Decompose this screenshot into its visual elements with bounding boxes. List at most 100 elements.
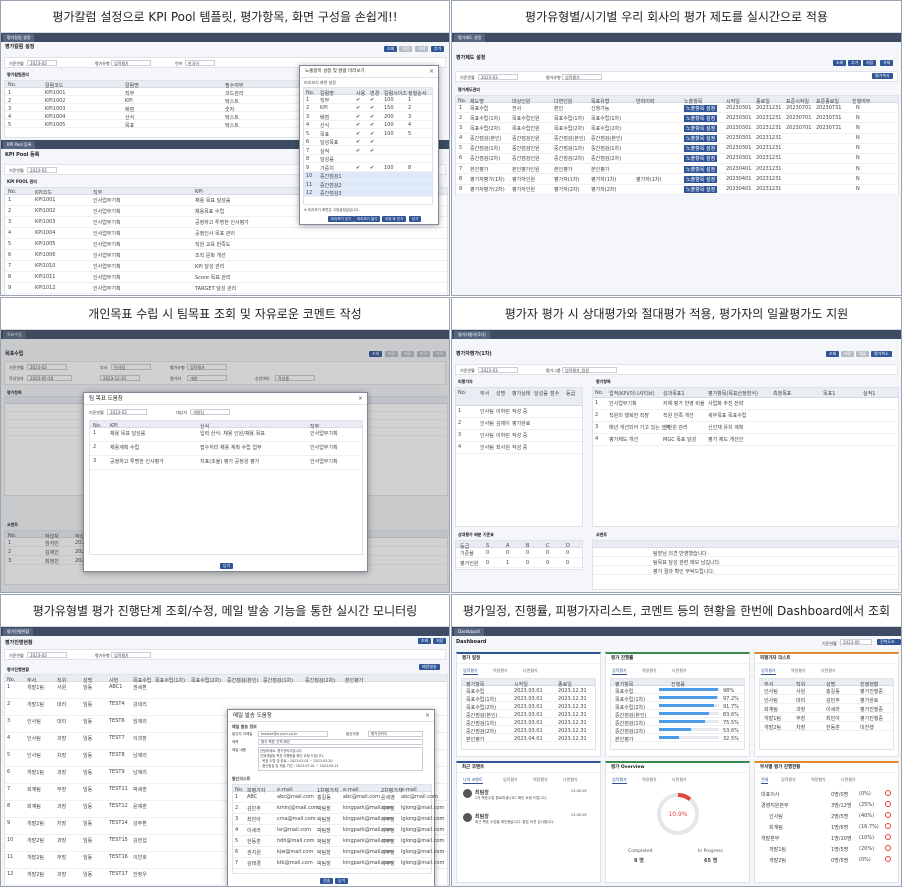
table-row[interactable]: 1 개발1팀 사원 임동 ABC1 권세환 [5, 682, 447, 699]
table-row[interactable]: 개발1팀 부장 최민아 평가진행중 [760, 713, 893, 722]
tab-kpi-pool[interactable]: KPI Pool 등록 [3, 141, 36, 149]
submit-button[interactable]: 제출 [856, 351, 870, 357]
table-row[interactable]: 7 본인평가 본인평가인원 본인평가 본인평가 노출항목 설정 20230401 202312… [456, 164, 898, 175]
table-row[interactable]: 2 KPI ✔ ✔ 150 2 [304, 104, 432, 112]
table-row[interactable]: 2 김민주 kminj@mail.com 박팀장 kingpark@mail.com 이부… [233, 803, 444, 814]
comment-item[interactable]: 최팀장 최근 목표 수립을 확인했습니다. 좋은 의견 감사합니다. 23.05.2… [463, 813, 595, 833]
card-tab[interactable]: 다면평가 [841, 777, 856, 782]
table-row[interactable]: 5 목표 ✔ ✔ 100 5 [304, 129, 432, 138]
table-row[interactable]: 5 한동훈 hdh@mail.com 박팀장 kingpark@mail.com 이부장 l… [233, 836, 444, 847]
card-tab[interactable]: 역량평가 [791, 668, 806, 673]
copy-button[interactable]: 평가복사 [872, 73, 893, 79]
table-row[interactable]: 8 평가자평가(1차) 평가자인원 평가자(1차) 평가자(1차) 평가자(1차) 노출항목… [456, 174, 898, 185]
table-row[interactable]: 9 평가자평가(2차) 평가자인원 평가자(2차) 평가자(2차) 노출항목 설정 2023… [456, 185, 898, 195]
period-field[interactable]: 2023-03 [478, 74, 518, 80]
table-row[interactable]: 7 김태경 ktk@mail.com 박팀장 kingpark@mail.com 이부장 l… [233, 858, 444, 869]
table-row[interactable]: 3 목표수립(2차) 목표수립인원 목표수립(2차) 목표수립(2차) 노출항목 설정 20… [456, 123, 898, 134]
delete-button[interactable]: 삭제 [880, 60, 894, 66]
progress-query-button[interactable]: 진척도조회 [877, 639, 901, 650]
save-button[interactable]: 저장 [433, 638, 447, 644]
modal-target-field[interactable]: 개발팀 [190, 409, 230, 415]
table-row[interactable]: 4 인사팀 과장 임동 TEST7 이과장 [5, 733, 447, 750]
sender-field[interactable]: master@e-pcm.co.kr [258, 731, 328, 737]
table-row[interactable]: 목표수립(2차) 2023.03.01 2023.12.31 [462, 702, 595, 711]
submit-button[interactable]: 제출 [401, 351, 415, 357]
table-row[interactable]: 10 중간점검1 [304, 171, 432, 180]
table-row[interactable]: 중간점검(1차) 2023.03.01 2023.12.31 [462, 718, 595, 727]
search-button[interactable]: 조회 [833, 60, 847, 66]
dept-field[interactable]: 인사팀 [111, 364, 151, 370]
table-row[interactable]: 중간점검(본인) 2023.03.01 2023.12.31 [462, 710, 595, 719]
period-field[interactable]: 2023-03 [27, 652, 67, 658]
card-tab[interactable]: 역량평가 [533, 777, 548, 782]
type-select[interactable]: 업적평가 [111, 60, 151, 66]
table-row[interactable]: 7 회계팀 부장 임동 TEST11 박세훈 [5, 784, 447, 801]
table-row[interactable]: 1 목표수립 전사 본인 신청가능 노출항목 설정 20230301 20231231 2023… [456, 103, 898, 114]
exposure-setting-button[interactable]: 노출항목 설정 [684, 145, 718, 153]
tab-system-setting[interactable]: 평가제도 설정 [454, 34, 486, 42]
preview-close-button[interactable]: 미리보기 닫기 [328, 216, 355, 222]
comment-item[interactable]: 최팀장 2차 목표수립 완료하셨나요? 확인 요청 드립니다. 23.05.26 [463, 789, 595, 809]
table-row[interactable]: 4 KPI1004 인사업무기획 공정인사 목표 관리 [5, 228, 447, 239]
card-tab[interactable]: 전체 [761, 777, 769, 784]
table-row[interactable]: 평가인원 0 1 0 0 0 [456, 558, 582, 568]
sender-name-field[interactable]: 평가관리자 [368, 731, 423, 737]
table-row[interactable]: 1 KPI1001 직무 코드관리 [5, 88, 301, 97]
table-row[interactable]: 1 ABC abc@mail.com 홍길동 abc@mail.com 윤세영 abc@ma… [233, 792, 438, 803]
table-row[interactable]: 본인평가 2023.04.01 2023.12.31 [462, 734, 595, 743]
exposure-setting-button[interactable]: 노출항목 설정 [684, 175, 718, 183]
tab-dashboard[interactable]: Dashboard [454, 628, 484, 636]
table-row[interactable]: 5 KPI1005 인사업무기획 직원 교육 만족도 [5, 239, 447, 250]
table-row[interactable]: 1 KPI1001 인사업무기획 채용 목표 달성률 [5, 195, 447, 206]
table-row[interactable]: 6 달성목표 ✔ ✔ [304, 138, 432, 146]
table-row[interactable]: 3 최민아 cma@mail.com 박팀장 kingpark@mail.com 이부장 l… [233, 814, 444, 825]
period-field[interactable]: 2023-03 [27, 364, 67, 370]
exposure-setting-button[interactable]: 노출항목 설정 [684, 155, 718, 163]
group-select[interactable]: 업적평가_팀원 [562, 367, 617, 373]
subject-field[interactable]: 평가 목표 진척 확인 [258, 739, 423, 745]
cancel-eval-button[interactable]: 평가취소 [871, 351, 892, 357]
save-close-button[interactable]: 저장 후 닫기 [382, 216, 407, 222]
table-row[interactable]: 2 인사팀 김재이 평가완료 [456, 418, 582, 430]
card-tab[interactable]: 역량평가 [642, 668, 657, 673]
tab-goal[interactable]: 목표수립 [3, 331, 26, 339]
table-row[interactable]: 9 가중치 ✔ ✔ 100 8 [304, 163, 432, 172]
table-row[interactable]: 인사팀 사원 홍길동 평가진행중 [760, 686, 893, 695]
table-row[interactable]: 11 중간점검2 [304, 180, 432, 189]
card-tab[interactable]: 역량평가 [642, 777, 657, 782]
save-button[interactable]: 저장 [399, 46, 413, 52]
card-tab[interactable]: 업적평가 [761, 668, 776, 675]
type-select[interactable]: 업적평가 [111, 652, 151, 658]
table-row[interactable]: 8 KPI1011 인사업무기획 Score 목표 관리 [5, 272, 447, 283]
table-row[interactable]: 5 KPI1005 목표 텍스트 [5, 120, 301, 129]
table-row[interactable]: 4 평가제도 개선 MGC 목표 달성 평가 제도 개선안 [593, 434, 898, 446]
pool-period-field[interactable]: 2023-03 [27, 167, 57, 173]
table-row[interactable]: 4 인사팀 최사원 작성 중 [456, 442, 582, 454]
table-row[interactable]: 회계팀 과장 이세라 평가진행중 [760, 704, 893, 713]
table-row[interactable]: 3 배점 ✔ ✔ 200 3 [304, 112, 432, 121]
table-row[interactable]: 1 채용 목표 달성률 입력 산식: 채용 인원/채용 목표 인사업무기획 [90, 428, 362, 442]
add-button[interactable]: 추가 [431, 46, 445, 52]
exposure-setting-button[interactable]: 노출항목 설정 [684, 186, 718, 193]
save-button[interactable]: 저장 [385, 351, 399, 357]
save-button[interactable]: 저장 [863, 60, 877, 66]
send-button[interactable]: 전송 [320, 878, 334, 884]
table-row[interactable]: 2 KPI1002 KPI 텍스트 [5, 96, 301, 105]
tab-evaluator[interactable]: 평가자평가(1차) [454, 331, 490, 339]
evaluator-field[interactable]: 개발 [187, 375, 227, 381]
table-row[interactable]: 3 공정하고 투명한 인사평가 지표(조율) 평가 공정성 평가 인사업무기획 [90, 456, 362, 470]
table-row[interactable]: 3 인사팀 대리 임동 TEST6 임재리 [5, 716, 447, 733]
card-tab[interactable]: 업적평가 [612, 777, 627, 784]
exposure-setting-button[interactable]: 노출항목 설정 [684, 124, 718, 132]
table-row[interactable]: 기준율 0 0 0 0 0 [456, 548, 582, 558]
send-mail-button[interactable]: 메일발송 [419, 664, 440, 670]
table-row[interactable]: 4 KPI1004 산식 텍스트 [5, 112, 301, 121]
card-tab[interactable]: 다면평가 [821, 668, 836, 673]
close-icon[interactable]: × [357, 395, 363, 402]
card-tab[interactable]: 업적평가 [463, 668, 478, 675]
table-row[interactable]: 2 KPI1002 인사업무기획 채용목표 수립 [5, 206, 447, 217]
table-row[interactable]: 목표수립 2023.03.01 2023.12.31 [462, 686, 595, 695]
period-field[interactable]: 2023-03 [27, 60, 57, 66]
table-row[interactable]: 9 개발2팀 차장 임동 TEST14 강주환 [5, 818, 447, 835]
card-tab[interactable]: 역량평가 [493, 668, 508, 673]
